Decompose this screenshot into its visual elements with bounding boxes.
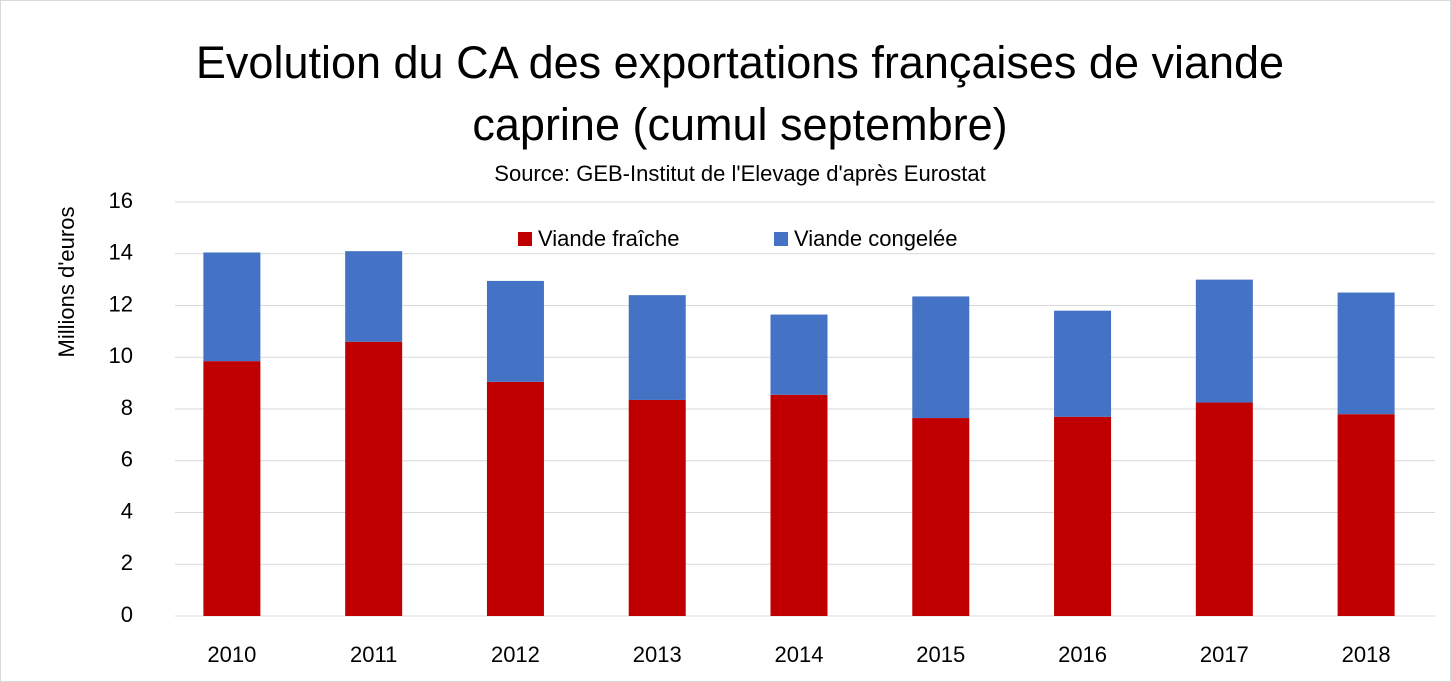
bar-segment — [345, 251, 403, 342]
y-tick-label: 16 — [109, 188, 133, 213]
bar-segment — [1195, 279, 1253, 403]
x-tick-label: 2018 — [1342, 642, 1391, 667]
x-tick-label: 2017 — [1200, 642, 1249, 667]
bar-segment — [1337, 292, 1395, 415]
bar-segment — [770, 314, 828, 395]
y-tick-label: 10 — [109, 343, 133, 368]
bar-segment — [203, 361, 261, 616]
y-tick-label: 2 — [121, 550, 133, 575]
bar-segment — [1337, 414, 1395, 616]
bar-segment — [912, 296, 970, 419]
legend-label: Viande congelée — [794, 226, 958, 251]
bar-segment — [912, 418, 970, 616]
chart-title: Evolution du CA des exportations françai… — [196, 37, 1284, 88]
y-axis-label: Millions d'euros — [54, 207, 79, 358]
legend-swatch — [518, 232, 532, 246]
x-tick-label: 2012 — [491, 642, 540, 667]
bar-segment — [1054, 416, 1112, 616]
bar-segment — [203, 252, 261, 362]
bar-segment — [486, 381, 544, 616]
x-tick-label: 2015 — [916, 642, 965, 667]
bar-segment — [1054, 310, 1112, 417]
y-tick-label: 12 — [109, 291, 133, 316]
bar-segment — [486, 280, 544, 382]
x-tick-label: 2010 — [207, 642, 256, 667]
y-tick-label: 14 — [109, 240, 133, 265]
chart-subtitle: Source: GEB-Institut de l'Elevage d'aprè… — [494, 161, 985, 186]
legend-swatch — [774, 232, 788, 246]
x-tick-label: 2014 — [775, 642, 824, 667]
y-tick-label: 6 — [121, 447, 133, 472]
bar-segment — [770, 394, 828, 616]
bar-segment — [345, 341, 403, 616]
bar-segment — [628, 399, 686, 616]
chart-title: caprine (cumul septembre) — [472, 99, 1007, 150]
y-tick-label: 4 — [121, 498, 133, 523]
y-tick-label: 0 — [121, 602, 133, 627]
x-tick-label: 2011 — [350, 642, 397, 667]
x-tick-label: 2016 — [1058, 642, 1107, 667]
y-tick-label: 8 — [121, 395, 133, 420]
bar-segment — [1195, 402, 1253, 616]
x-tick-label: 2013 — [633, 642, 682, 667]
legend-label: Viande fraîche — [538, 226, 679, 251]
bar-segment — [628, 295, 686, 400]
